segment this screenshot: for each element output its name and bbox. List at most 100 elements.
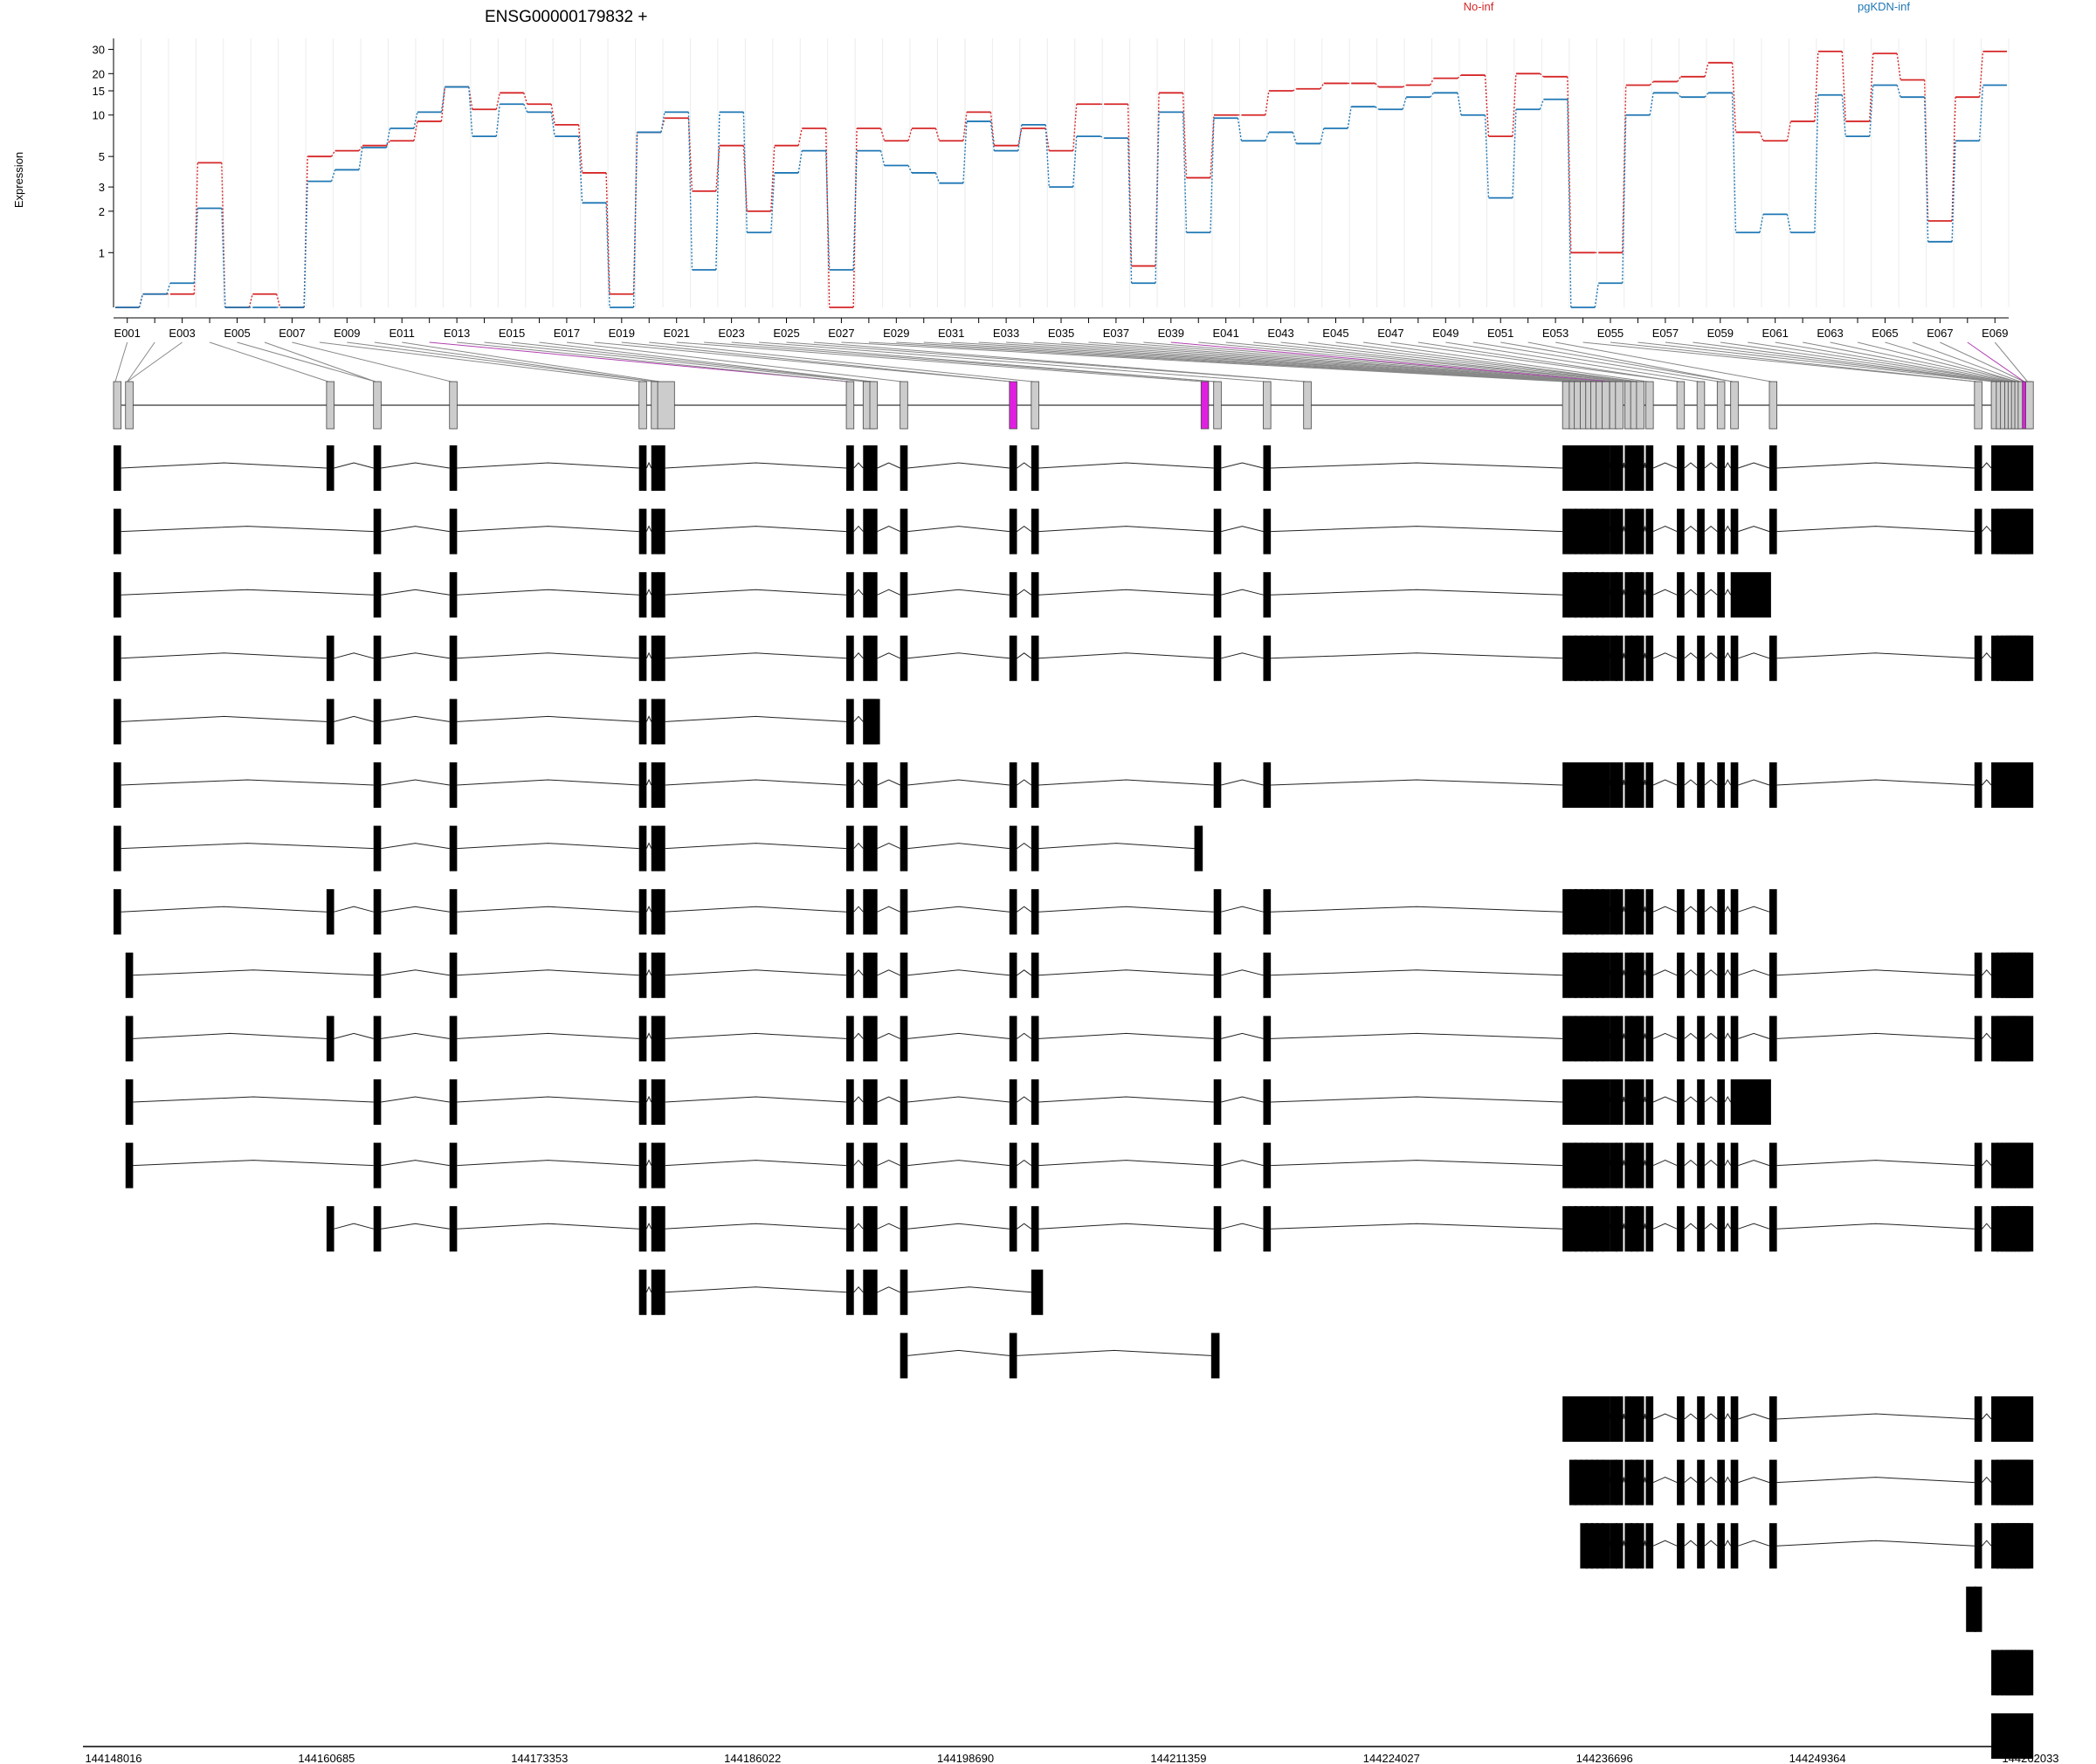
transcript-exon — [900, 508, 908, 555]
intron — [853, 1096, 864, 1103]
transcript-exon — [658, 572, 665, 618]
transcript-exon — [1574, 1079, 1582, 1125]
exon-connector — [1720, 341, 2003, 382]
transcript-exon — [1213, 952, 1222, 998]
transcript-exon — [1645, 1459, 1654, 1506]
transcript-exon — [658, 1079, 665, 1125]
intron — [645, 588, 652, 596]
transcript-exon — [1768, 1523, 1777, 1569]
intron — [381, 1096, 450, 1103]
transcript-exon — [900, 1269, 908, 1315]
genomic-tick-label: 144224027 — [1363, 1752, 1420, 1764]
transcript-exon — [125, 952, 134, 998]
intron — [1644, 462, 1646, 469]
transcript-exon — [449, 572, 458, 618]
series-connector — [495, 93, 500, 110]
series-connector — [1622, 114, 1627, 284]
transcript-exon — [2000, 952, 2009, 998]
intron — [1017, 969, 1032, 976]
transcript-exon — [1717, 1079, 1725, 1125]
exon-connector — [759, 341, 1265, 382]
transcript-exon — [1645, 1396, 1654, 1442]
transcript-exon — [2017, 1523, 2026, 1569]
transcript-exon — [1974, 1206, 1982, 1252]
exon-connector — [1555, 341, 1772, 382]
transcript-exon — [1213, 1142, 1222, 1189]
series-connector — [934, 127, 941, 141]
transcript-exon — [846, 825, 854, 872]
x-tick-label: E011 — [390, 327, 415, 340]
intron — [1644, 1477, 1646, 1483]
transcript-exon — [2017, 1142, 2026, 1189]
intron — [1017, 1159, 1032, 1167]
transcript-exon — [1009, 445, 1017, 491]
exon-connector — [374, 341, 653, 382]
transcript-exon — [870, 1079, 878, 1125]
transcript-exon — [1585, 952, 1594, 998]
intron — [665, 715, 847, 722]
genomic-tick-label: 144186022 — [724, 1752, 781, 1764]
intron — [1017, 589, 1032, 596]
series-connector — [1786, 214, 1792, 233]
intron — [1652, 1032, 1678, 1039]
exon-connector — [1912, 341, 2021, 382]
transcripts — [114, 445, 2034, 1759]
intron — [1684, 1159, 1698, 1166]
transcript-exon — [1562, 445, 1570, 491]
intron — [645, 715, 652, 722]
gene-model-exon — [1768, 381, 1778, 430]
transcript-exon — [1580, 762, 1589, 808]
x-tick-label: E065 — [1872, 327, 1898, 340]
transcript-exon — [125, 1079, 134, 1125]
series-connector — [221, 208, 226, 308]
transcript-exon — [1730, 635, 1739, 681]
intron — [1738, 906, 1770, 913]
transcript-exon — [1991, 445, 1999, 491]
transcript-exon — [326, 445, 334, 491]
transcript-exon — [870, 1016, 878, 1062]
intron — [1738, 1032, 1770, 1039]
transcript-exon — [651, 1206, 659, 1252]
transcript-exon — [1194, 825, 1203, 872]
series-connector — [1731, 93, 1737, 233]
series-connector — [385, 140, 391, 147]
transcript-exon — [449, 699, 458, 745]
series-connector — [1457, 93, 1462, 115]
transcript-exon — [2017, 1206, 2026, 1252]
genomic-tick-label: 144262033 — [2002, 1752, 2058, 1764]
gene-model-exon — [1974, 381, 1982, 430]
transcript-exon — [1596, 1206, 1604, 1252]
series-connector — [1896, 53, 1901, 80]
transcript-exon — [846, 1269, 854, 1315]
transcript-exon — [1574, 1016, 1582, 1062]
transcript-exon — [1009, 635, 1017, 681]
transcript-exon — [1991, 762, 1999, 808]
intron — [1221, 969, 1264, 976]
gene-model-exon — [1730, 381, 1739, 430]
transcript-exon — [2017, 635, 2026, 681]
transcript-exon — [2000, 508, 2009, 555]
transcript-exon — [863, 889, 871, 935]
series-connector — [797, 127, 803, 146]
x-tick-label: E001 — [114, 327, 141, 340]
intron — [877, 906, 900, 913]
intron — [121, 526, 374, 533]
transcript-exon — [1596, 1079, 1604, 1125]
intron — [1776, 969, 1975, 976]
transcript-exon — [638, 762, 647, 808]
transcript-row — [114, 445, 2034, 491]
exon-connector — [1390, 341, 1679, 382]
transcript-exon — [2000, 1650, 2009, 1696]
intron — [1724, 906, 1732, 913]
intron — [1017, 906, 1032, 913]
transcript-exon — [900, 825, 908, 872]
transcript-exon — [1263, 445, 1272, 491]
exon-connector — [1638, 341, 1994, 382]
exon-connector — [1115, 341, 1604, 382]
exon-connectors — [114, 341, 2028, 382]
intron — [1738, 969, 1770, 976]
y-tick-label: 10 — [93, 109, 105, 122]
transcript-exon — [1677, 1206, 1685, 1252]
transcript-exon — [1636, 635, 1644, 681]
transcript-exon — [1585, 572, 1594, 618]
